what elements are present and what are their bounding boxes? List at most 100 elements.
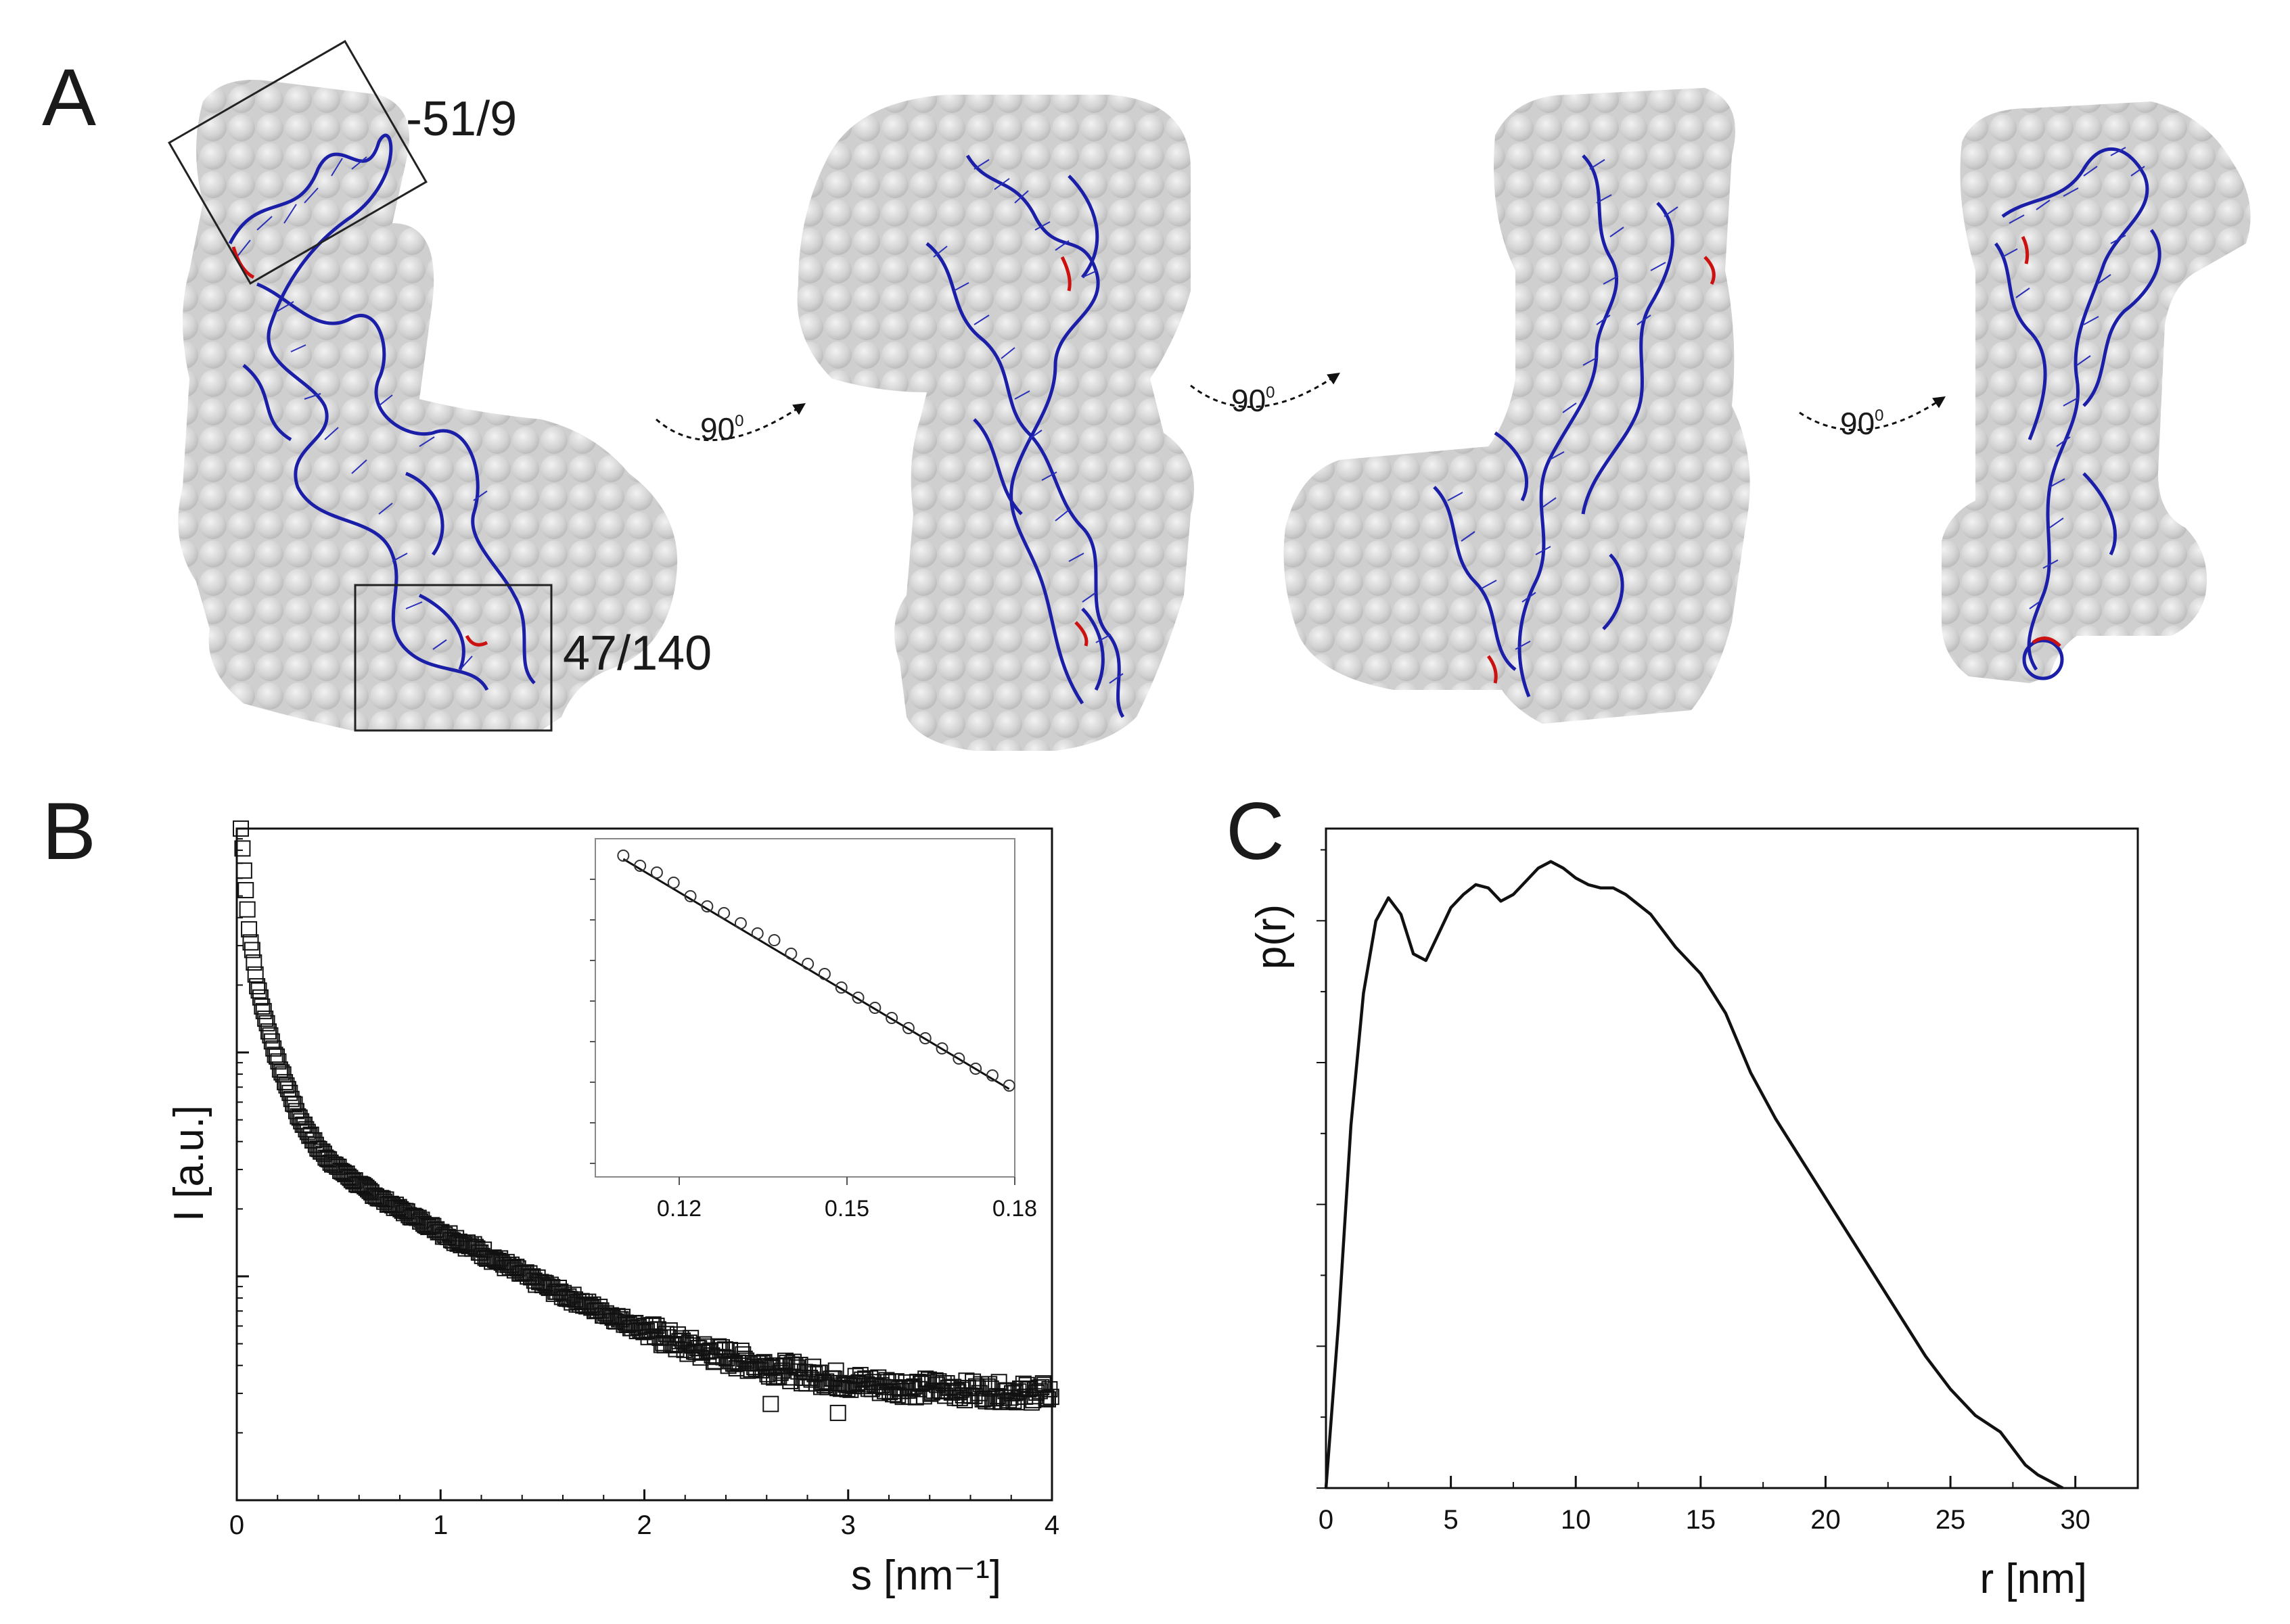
svg-text:900: 900 (700, 411, 744, 446)
data-point (387, 1197, 404, 1213)
data-point (366, 1187, 383, 1204)
data-point (425, 1217, 442, 1234)
data-point (532, 1274, 549, 1291)
data-point (720, 1358, 737, 1374)
panel-letter-a: A (42, 52, 96, 143)
rna-hatch-view-1 (236, 156, 488, 670)
data-point (609, 1307, 626, 1324)
data-point (412, 1213, 429, 1230)
data-point (505, 1259, 522, 1276)
annotation-label-lower: 47/140 (563, 626, 712, 680)
rna-structure-view-3 (1433, 154, 1674, 697)
data-point (400, 1207, 417, 1224)
rotation-unit-3: 0 (1875, 407, 1883, 425)
annotation-box-lower (354, 584, 553, 732)
data-point (969, 1380, 986, 1397)
data-point (257, 1011, 274, 1027)
data-point (782, 1372, 799, 1389)
rotation-unit-1: 0 (735, 412, 743, 430)
inset-data-point (852, 992, 865, 1004)
data-point (334, 1163, 350, 1180)
bead-model-view-2 (797, 95, 1194, 751)
x-tick-label: 15 (1686, 1505, 1716, 1535)
inset-data-point (919, 1032, 932, 1044)
data-point (247, 966, 264, 983)
data-point (648, 1318, 665, 1335)
data-point (260, 1023, 277, 1040)
scatter-series-b (233, 820, 1059, 1421)
inset-data-point (667, 877, 680, 889)
panel-letter-c: C (1226, 786, 1285, 877)
rotation-angle-2: 90 (1231, 383, 1266, 418)
data-point (459, 1234, 476, 1251)
rna-red-segment-6 (1486, 655, 1498, 684)
data-point (990, 1374, 1007, 1391)
data-point (415, 1215, 432, 1232)
data-point (645, 1316, 662, 1333)
data-point (710, 1338, 727, 1355)
inset-data-point (869, 1002, 881, 1014)
data-point (357, 1178, 373, 1195)
data-point (311, 1140, 327, 1157)
x-axis-label: r [nm] (1980, 1556, 2087, 1602)
data-point (762, 1395, 779, 1412)
rna-hatch-view-3 (1447, 159, 1678, 650)
rna-red-segment-7 (2021, 235, 2030, 264)
data-point (585, 1296, 601, 1313)
rotation-arrow-2: 900 (1190, 372, 1340, 418)
data-point (754, 1355, 771, 1372)
data-point (713, 1339, 730, 1355)
rna-red-segment-4 (1074, 621, 1089, 647)
data-point (299, 1123, 316, 1140)
data-point (262, 1027, 279, 1044)
inset-x-tick-label: 0.18 (992, 1196, 1037, 1222)
data-point (467, 1238, 484, 1255)
bead-model-view-1 (178, 80, 678, 730)
data-point (286, 1096, 303, 1113)
panel-letter-b: B (42, 786, 96, 877)
x-tick-label: 0 (1319, 1505, 1333, 1535)
data-point (239, 901, 256, 918)
x-tick-label: 25 (1936, 1505, 1966, 1535)
data-point (237, 882, 254, 899)
data-point (235, 862, 252, 879)
data-point (1043, 1389, 1059, 1406)
data-point (269, 1048, 285, 1065)
inset-frame (595, 838, 1015, 1178)
data-point (234, 840, 251, 857)
annotation-label-upper: -51/9 (406, 92, 517, 146)
inset-data-point (902, 1022, 915, 1034)
inset-plot: 0.12 0.15 0.18 (590, 838, 1037, 1222)
data-point (315, 1145, 332, 1162)
x-tick-label: 30 (2060, 1505, 2090, 1535)
data-point (288, 1103, 304, 1119)
data-point (290, 1108, 306, 1125)
rna-red-segment-2 (465, 634, 488, 647)
data-point (420, 1219, 437, 1236)
data-point (482, 1250, 499, 1267)
bead-model-view-3 (1283, 88, 1750, 724)
chart-c: 0 5 10 15 20 25 30 r [nm] p(r) (1248, 827, 2139, 1602)
data-point (639, 1323, 656, 1340)
inset-data-point (718, 907, 731, 919)
rna-structure-view-2 (925, 154, 1125, 718)
data-point (246, 954, 262, 971)
data-point (465, 1236, 482, 1253)
data-point (244, 942, 260, 958)
data-point (785, 1353, 802, 1370)
data-point (306, 1132, 323, 1149)
inset-data-point (634, 860, 647, 872)
data-point (254, 998, 271, 1015)
rotation-angle-1: 90 (700, 411, 735, 446)
y-axis-label: p(r) (1248, 904, 1295, 969)
inset-x-tick-label: 0.12 (657, 1196, 702, 1222)
data-point (241, 921, 258, 937)
inset-data-point (835, 981, 848, 994)
data-point (555, 1284, 572, 1301)
data-point (655, 1335, 672, 1351)
data-point (829, 1404, 846, 1421)
data-point (1033, 1379, 1050, 1396)
data-point (738, 1352, 755, 1369)
data-point (374, 1190, 391, 1207)
data-point (664, 1336, 681, 1353)
